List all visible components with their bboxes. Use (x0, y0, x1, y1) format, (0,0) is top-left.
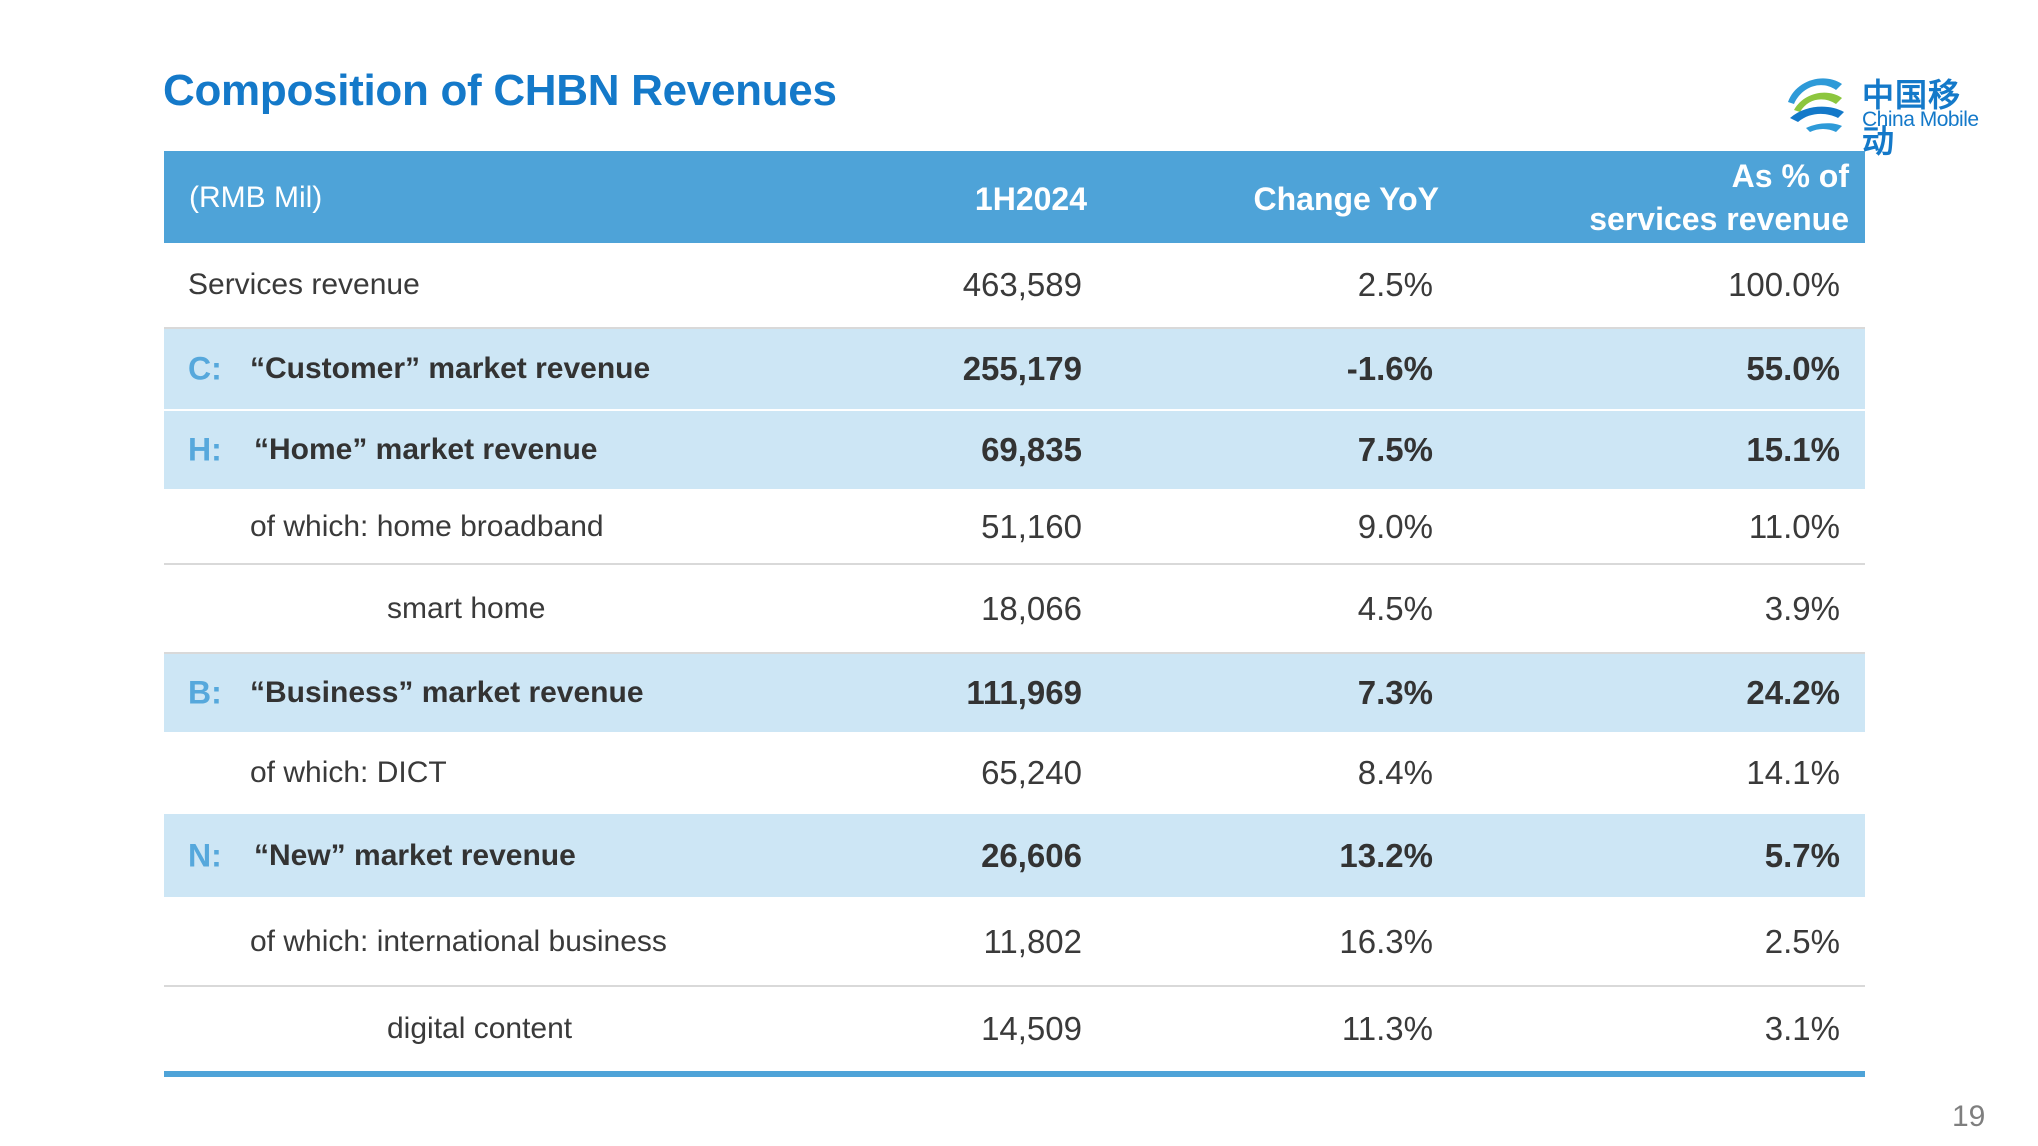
value-change-yoy: 7.5% (1357, 431, 1433, 468)
value-share: 100.0% (1728, 266, 1840, 303)
value-share: 3.1% (1764, 1010, 1840, 1047)
period-header: 1H2024 (974, 181, 1087, 217)
table-row: smart home 18,066 4.5% 3.9% (164, 565, 1865, 654)
value-change-yoy: 9.0% (1357, 508, 1433, 545)
value-1h2024: 26,606 (981, 836, 1082, 874)
table-row: digital content 14,509 11.3% 3.1% (164, 987, 1865, 1077)
value-change-yoy: 8.4% (1357, 754, 1433, 791)
logo-chinese-text: 中国移动 (1862, 76, 1962, 160)
value-1h2024: 14,509 (981, 1010, 1082, 1047)
china-mobile-swirl-icon (1788, 78, 1844, 132)
table-row: B: “Business” market revenue 111,969 7.3… (164, 654, 1865, 734)
value-1h2024: 69,835 (981, 431, 1082, 468)
table-header: (RMB Mil) 1H2024 Change YoY As % of serv… (164, 151, 1865, 243)
segment-letter: N: (188, 837, 222, 873)
value-1h2024: 11,802 (983, 923, 1082, 960)
row-label: “Customer” market revenue (250, 352, 651, 385)
row-label: of which: home broadband (250, 510, 604, 543)
table-row: of which: DICT 65,240 8.4% 14.1% (164, 734, 1865, 814)
value-1h2024: 51,160 (981, 508, 1082, 545)
value-1h2024: 463,589 (962, 266, 1082, 303)
table-row: C: “Customer” market revenue 255,179 -1.… (164, 329, 1865, 411)
row-label: “Home” market revenue (254, 433, 598, 466)
page-title: Composition of CHBN Revenues (163, 66, 837, 115)
row-label: “New” market revenue (254, 838, 576, 872)
row-label: “Business” market revenue (250, 676, 644, 709)
table-row: Services revenue 463,589 2.5% 100.0% (164, 243, 1865, 329)
value-share: 24.2% (1746, 674, 1840, 711)
share-header: As % of services revenue (1589, 155, 1849, 241)
change-header: Change YoY (1253, 181, 1439, 217)
segment-letter: C: (188, 350, 222, 387)
table-row: of which: international business 11,802 … (164, 899, 1865, 987)
value-1h2024: 111,969 (966, 674, 1082, 711)
value-change-yoy: 2.5% (1357, 266, 1433, 303)
row-label: smart home (387, 591, 546, 625)
table-row: H: “Home” market revenue 69,835 7.5% 15.… (164, 411, 1865, 491)
unit-header: (RMB Mil) (189, 181, 323, 214)
value-change-yoy: 13.2% (1339, 836, 1433, 874)
row-label: digital content (387, 1012, 573, 1045)
logo-english-text: China Mobile (1862, 108, 1979, 131)
table-row: of which: home broadband 51,160 9.0% 11.… (164, 491, 1865, 565)
value-share: 5.7% (1764, 836, 1840, 874)
revenue-table: (RMB Mil) 1H2024 Change YoY As % of serv… (164, 151, 1865, 1077)
value-share: 3.9% (1764, 589, 1840, 627)
value-change-yoy: 16.3% (1339, 923, 1433, 960)
share-header-line2: services revenue (1589, 201, 1849, 237)
table-row: N: “New” market revenue 26,606 13.2% 5.7… (164, 814, 1865, 899)
segment-letter: B: (188, 674, 222, 711)
value-change-yoy: -1.6% (1346, 350, 1433, 387)
china-mobile-logo: 中国移动 China Mobile (1780, 66, 1990, 160)
share-header-line1: As % of (1731, 158, 1849, 194)
row-label: of which: DICT (250, 756, 447, 789)
value-1h2024: 255,179 (962, 350, 1082, 387)
value-1h2024: 18,066 (981, 589, 1082, 627)
value-change-yoy: 7.3% (1357, 674, 1433, 711)
value-share: 14.1% (1746, 754, 1840, 791)
value-1h2024: 65,240 (981, 754, 1082, 791)
value-share: 55.0% (1746, 350, 1840, 387)
page-number: 19 (1952, 1100, 1986, 1133)
value-share: 11.0% (1748, 508, 1840, 545)
value-change-yoy: 11.3% (1341, 1010, 1433, 1047)
value-share: 15.1% (1746, 431, 1840, 468)
row-label: Services revenue (188, 268, 420, 301)
value-share: 2.5% (1764, 923, 1840, 960)
segment-letter: H: (188, 431, 222, 468)
row-label: of which: international business (250, 925, 667, 958)
value-change-yoy: 4.5% (1357, 589, 1433, 627)
